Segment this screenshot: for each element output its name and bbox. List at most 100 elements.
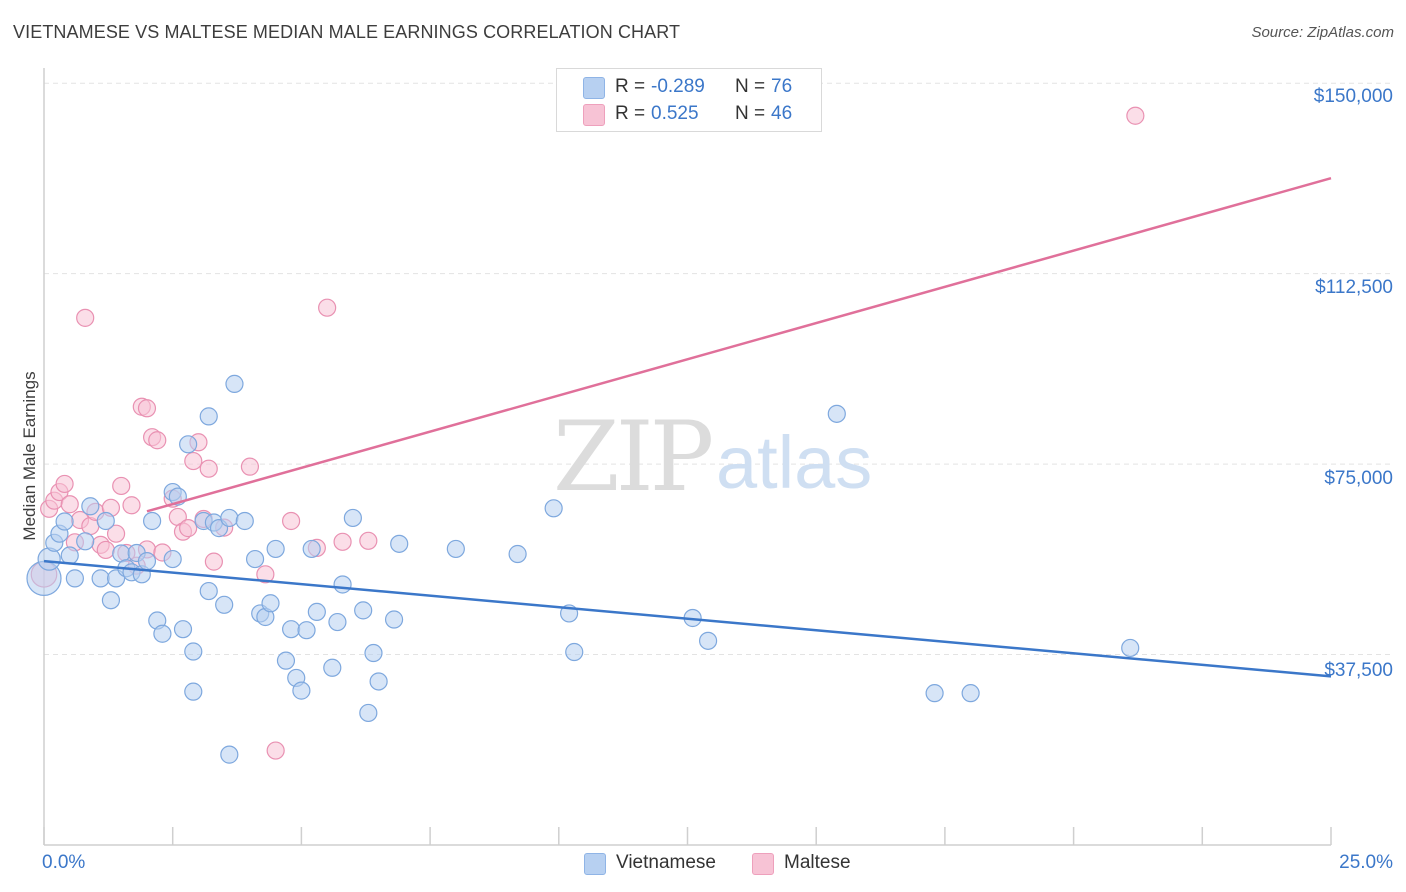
data-point <box>333 575 352 594</box>
data-point <box>76 308 95 327</box>
data-point <box>215 595 234 614</box>
data-point <box>220 508 239 528</box>
r-label: R = <box>615 76 646 97</box>
data-point <box>55 512 74 531</box>
watermark-zip: ZIP <box>553 401 712 513</box>
data-point <box>266 741 285 760</box>
data-point <box>508 544 527 564</box>
data-point <box>143 511 162 531</box>
vietnamese-swatch <box>584 853 606 875</box>
data-point <box>369 672 388 691</box>
data-point <box>276 651 296 670</box>
legend-label: Maltese <box>784 852 851 873</box>
data-point <box>137 552 157 571</box>
data-point <box>55 474 74 494</box>
y-tick-75000: $75,000 <box>1324 468 1393 489</box>
data-point <box>282 620 301 639</box>
data-point <box>106 524 126 543</box>
data-point <box>302 539 321 559</box>
watermark-atlas: atlas <box>716 421 872 504</box>
data-point <box>925 684 944 703</box>
data-point <box>698 631 718 650</box>
data-point <box>333 532 352 551</box>
data-point <box>323 658 342 677</box>
data-point <box>163 549 182 569</box>
data-point <box>173 620 193 639</box>
vietnamese-trend-line <box>43 559 1332 678</box>
data-point <box>282 511 301 531</box>
data-point <box>204 552 223 571</box>
legend-label: Vietnamese <box>616 852 716 873</box>
data-point <box>91 569 110 588</box>
data-point <box>343 508 362 528</box>
axes <box>43 68 1332 846</box>
data-point <box>101 591 121 610</box>
maltese-swatch <box>583 104 605 126</box>
data-point <box>153 624 172 643</box>
data-point <box>179 435 198 454</box>
data-point <box>364 643 383 663</box>
data-point <box>81 497 100 516</box>
data-point <box>384 610 404 629</box>
r-label: R = <box>615 103 646 124</box>
n-value: 46 <box>771 103 793 124</box>
y-axis-label: Median Male Earnings <box>20 371 39 541</box>
n-label: N = <box>735 103 766 124</box>
data-point <box>225 374 244 393</box>
r-value: 0.525 <box>651 103 699 124</box>
data-point <box>446 539 465 559</box>
x-tick-max: 25.0% <box>1339 852 1393 873</box>
gridlines <box>44 82 1392 656</box>
data-point <box>266 539 285 559</box>
data-point <box>297 621 316 640</box>
stats-legend: R = -0.289 N = 76 R = 0.525 N = 46 <box>556 68 822 132</box>
data-point <box>184 682 203 701</box>
data-point <box>256 565 275 584</box>
data-point <box>307 602 326 622</box>
data-point <box>199 407 218 426</box>
data-point <box>827 404 846 423</box>
data-point <box>328 612 347 632</box>
data-point <box>184 642 203 661</box>
data-point <box>96 511 115 531</box>
data-point <box>565 642 584 662</box>
data-point <box>359 703 378 723</box>
source-label: Source: ZipAtlas.com <box>1251 24 1394 41</box>
trend-lines <box>43 176 1332 678</box>
y-tick-150000: $150,000 <box>1313 86 1393 107</box>
data-point <box>354 601 373 620</box>
data-point <box>292 681 311 700</box>
data-point <box>184 451 203 471</box>
data-point <box>60 495 79 514</box>
data-point <box>76 532 95 551</box>
x-tick-min: 0.0% <box>42 852 86 873</box>
data-point <box>199 581 218 601</box>
data-point <box>961 684 980 703</box>
data-point <box>137 399 157 418</box>
data-point <box>240 457 260 476</box>
chart-title: VIETNAMESE VS MALTESE MEDIAN MALE EARNIN… <box>13 22 681 42</box>
data-point <box>245 549 265 569</box>
y-tick-112500: $112,500 <box>1315 277 1393 298</box>
data-point <box>359 531 378 550</box>
y-tick-37500: $37,500 <box>1324 660 1393 681</box>
data-point <box>235 511 254 531</box>
data-point <box>390 534 409 553</box>
data-point <box>122 496 141 515</box>
data-point <box>318 298 337 317</box>
data-point <box>1121 638 1140 658</box>
data-point <box>60 546 79 565</box>
data-point <box>65 569 84 588</box>
maltese-swatch <box>752 853 774 875</box>
data-point <box>148 431 167 450</box>
n-label: N = <box>735 76 766 97</box>
data-point <box>199 459 218 478</box>
maltese-trend-line <box>146 176 1332 513</box>
data-point <box>544 499 563 518</box>
r-value: -0.289 <box>651 76 705 97</box>
watermark: ZIP atlas <box>553 401 872 513</box>
data-point <box>261 594 280 613</box>
data-point <box>179 519 198 538</box>
vietnamese-swatch <box>583 77 605 99</box>
